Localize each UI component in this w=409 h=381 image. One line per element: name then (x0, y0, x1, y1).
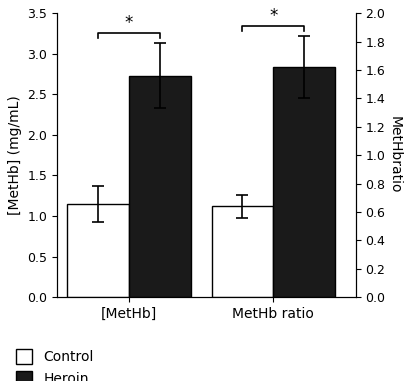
Text: *: * (269, 6, 277, 24)
Bar (211, 206, 273, 297)
Y-axis label: [MetHb] (mg/mL): [MetHb] (mg/mL) (8, 95, 22, 215)
Y-axis label: MetHbratio: MetHbratio (388, 117, 402, 194)
Bar (67, 204, 129, 297)
Text: *: * (125, 14, 133, 32)
Bar (129, 76, 191, 297)
Bar (273, 67, 335, 297)
Legend: Control, Heroin: Control, Heroin (10, 344, 99, 381)
